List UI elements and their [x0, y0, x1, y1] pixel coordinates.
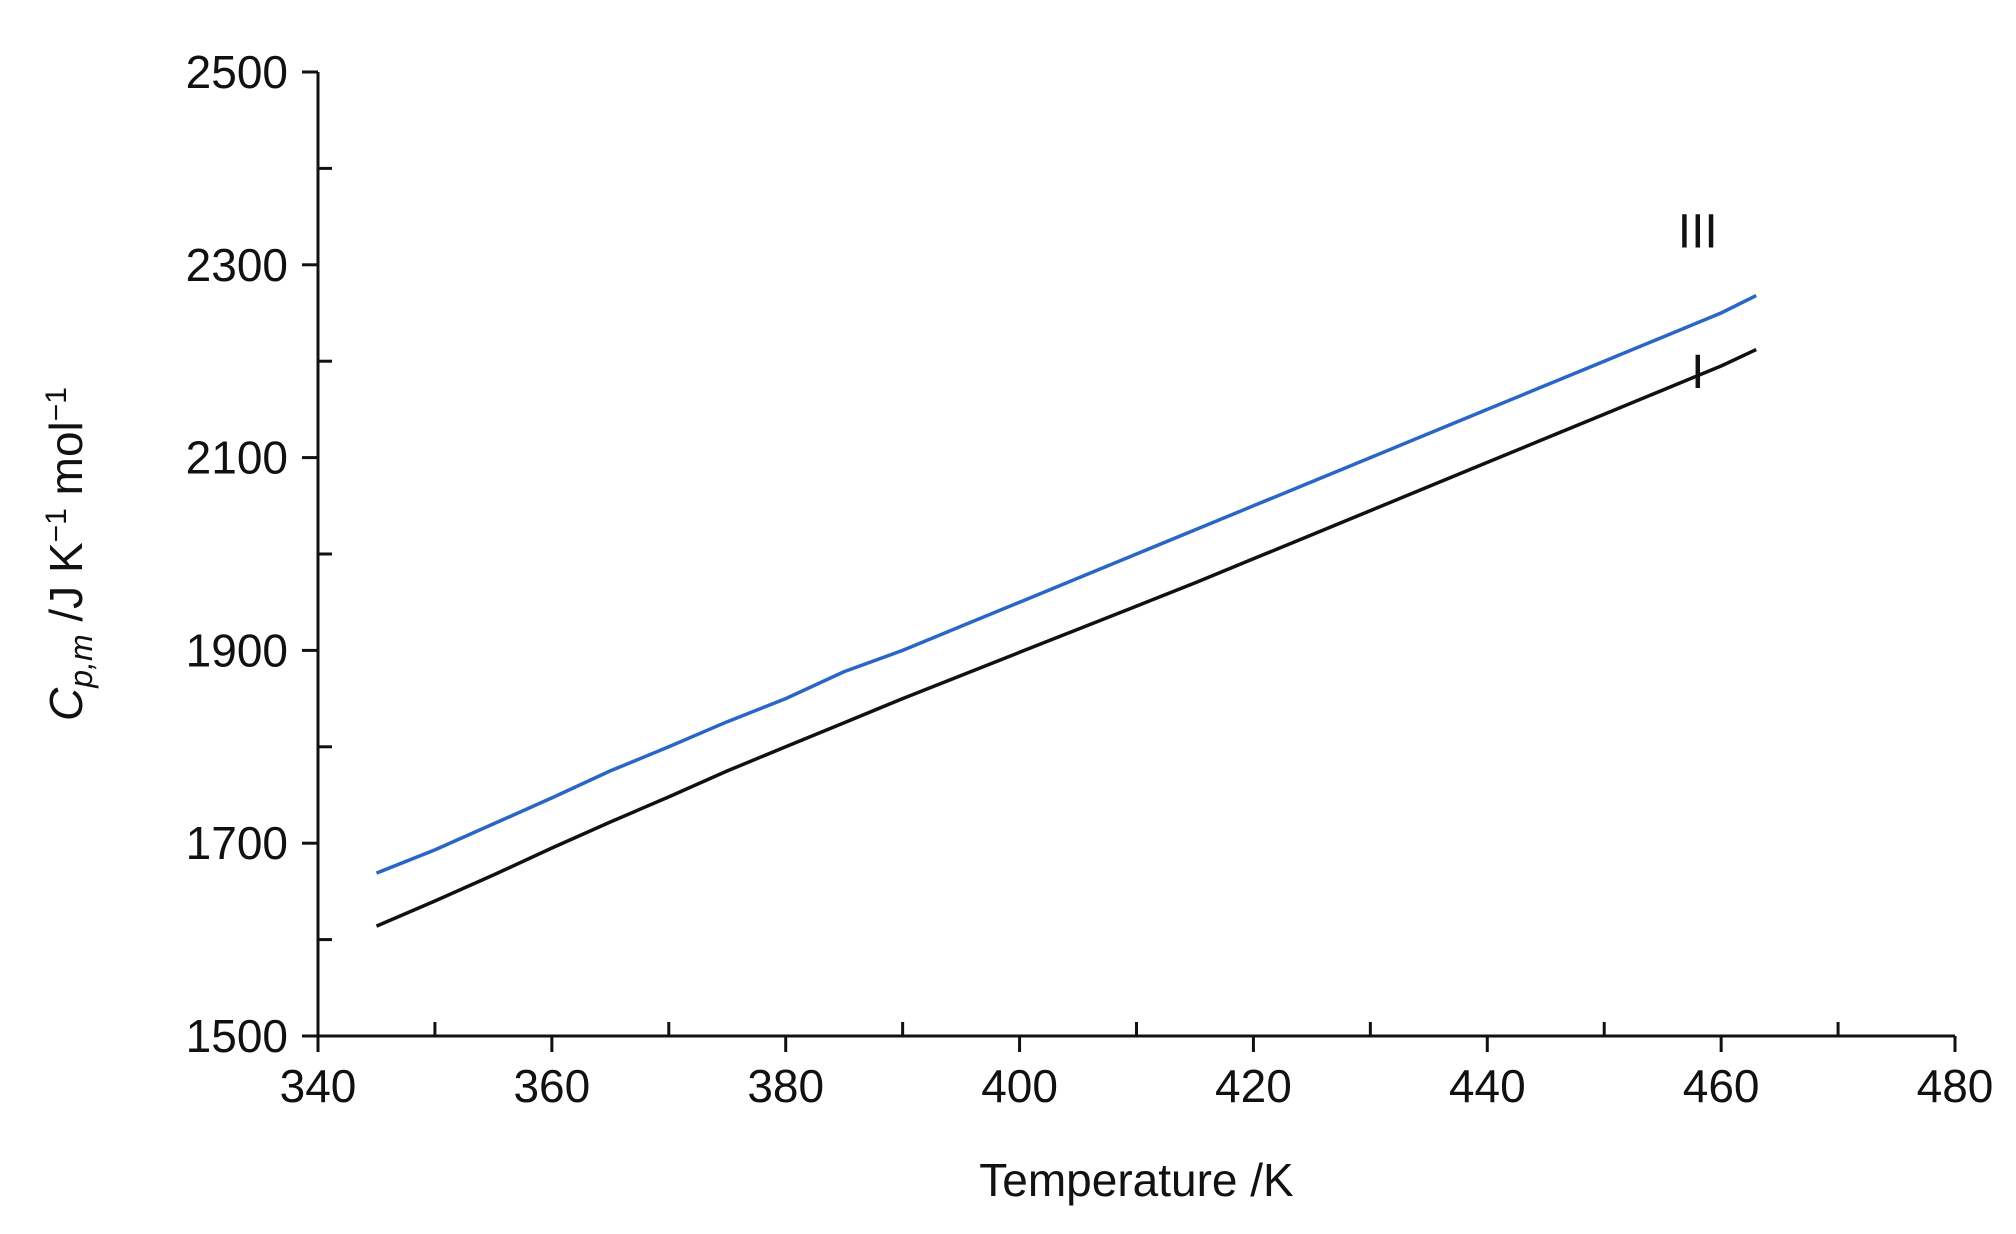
x-tick-label: 360 — [513, 1060, 590, 1112]
x-tick-label: 400 — [981, 1060, 1058, 1112]
y-axis-title-exp2: −1 — [40, 387, 73, 421]
y-tick-label: 2500 — [186, 46, 288, 98]
ticks — [302, 70, 1957, 1052]
tick-labels: 340 360 380 400 420 440 460 480 1500 1700 1900 2100… — [186, 46, 1994, 1112]
y-axis-title-units: /J K — [40, 542, 92, 634]
x-tick-label: 420 — [1215, 1060, 1292, 1112]
series-line-1 — [375, 294, 1757, 875]
y-axis-title: Cp,m /J K−1 mol−1 — [40, 387, 99, 721]
y-tick-label: 2100 — [186, 432, 288, 484]
y-axis-title-exp1: −1 — [40, 508, 73, 542]
x-tick-label: 460 — [1683, 1060, 1760, 1112]
y-axis-title-units2: mol — [40, 421, 92, 508]
y-axis-title-base: C — [40, 687, 92, 721]
y-axis-title-subscript: p,m — [63, 634, 99, 688]
x-tick-label: 480 — [1917, 1060, 1994, 1112]
y-tick-label: 2300 — [186, 239, 288, 291]
x-tick-label: 440 — [1449, 1060, 1526, 1112]
y-tick-label: 1900 — [186, 624, 288, 676]
x-tick-label: 380 — [747, 1060, 824, 1112]
y-tick-label: 1500 — [186, 1010, 288, 1062]
x-axis-title: Temperature /K — [979, 1154, 1294, 1206]
y-tick-label: 1700 — [186, 817, 288, 869]
series-line-2 — [375, 348, 1757, 928]
series-label-1: III — [1678, 205, 1718, 258]
x-tick-label: 340 — [280, 1060, 357, 1112]
series-label-2: I — [1691, 346, 1704, 399]
